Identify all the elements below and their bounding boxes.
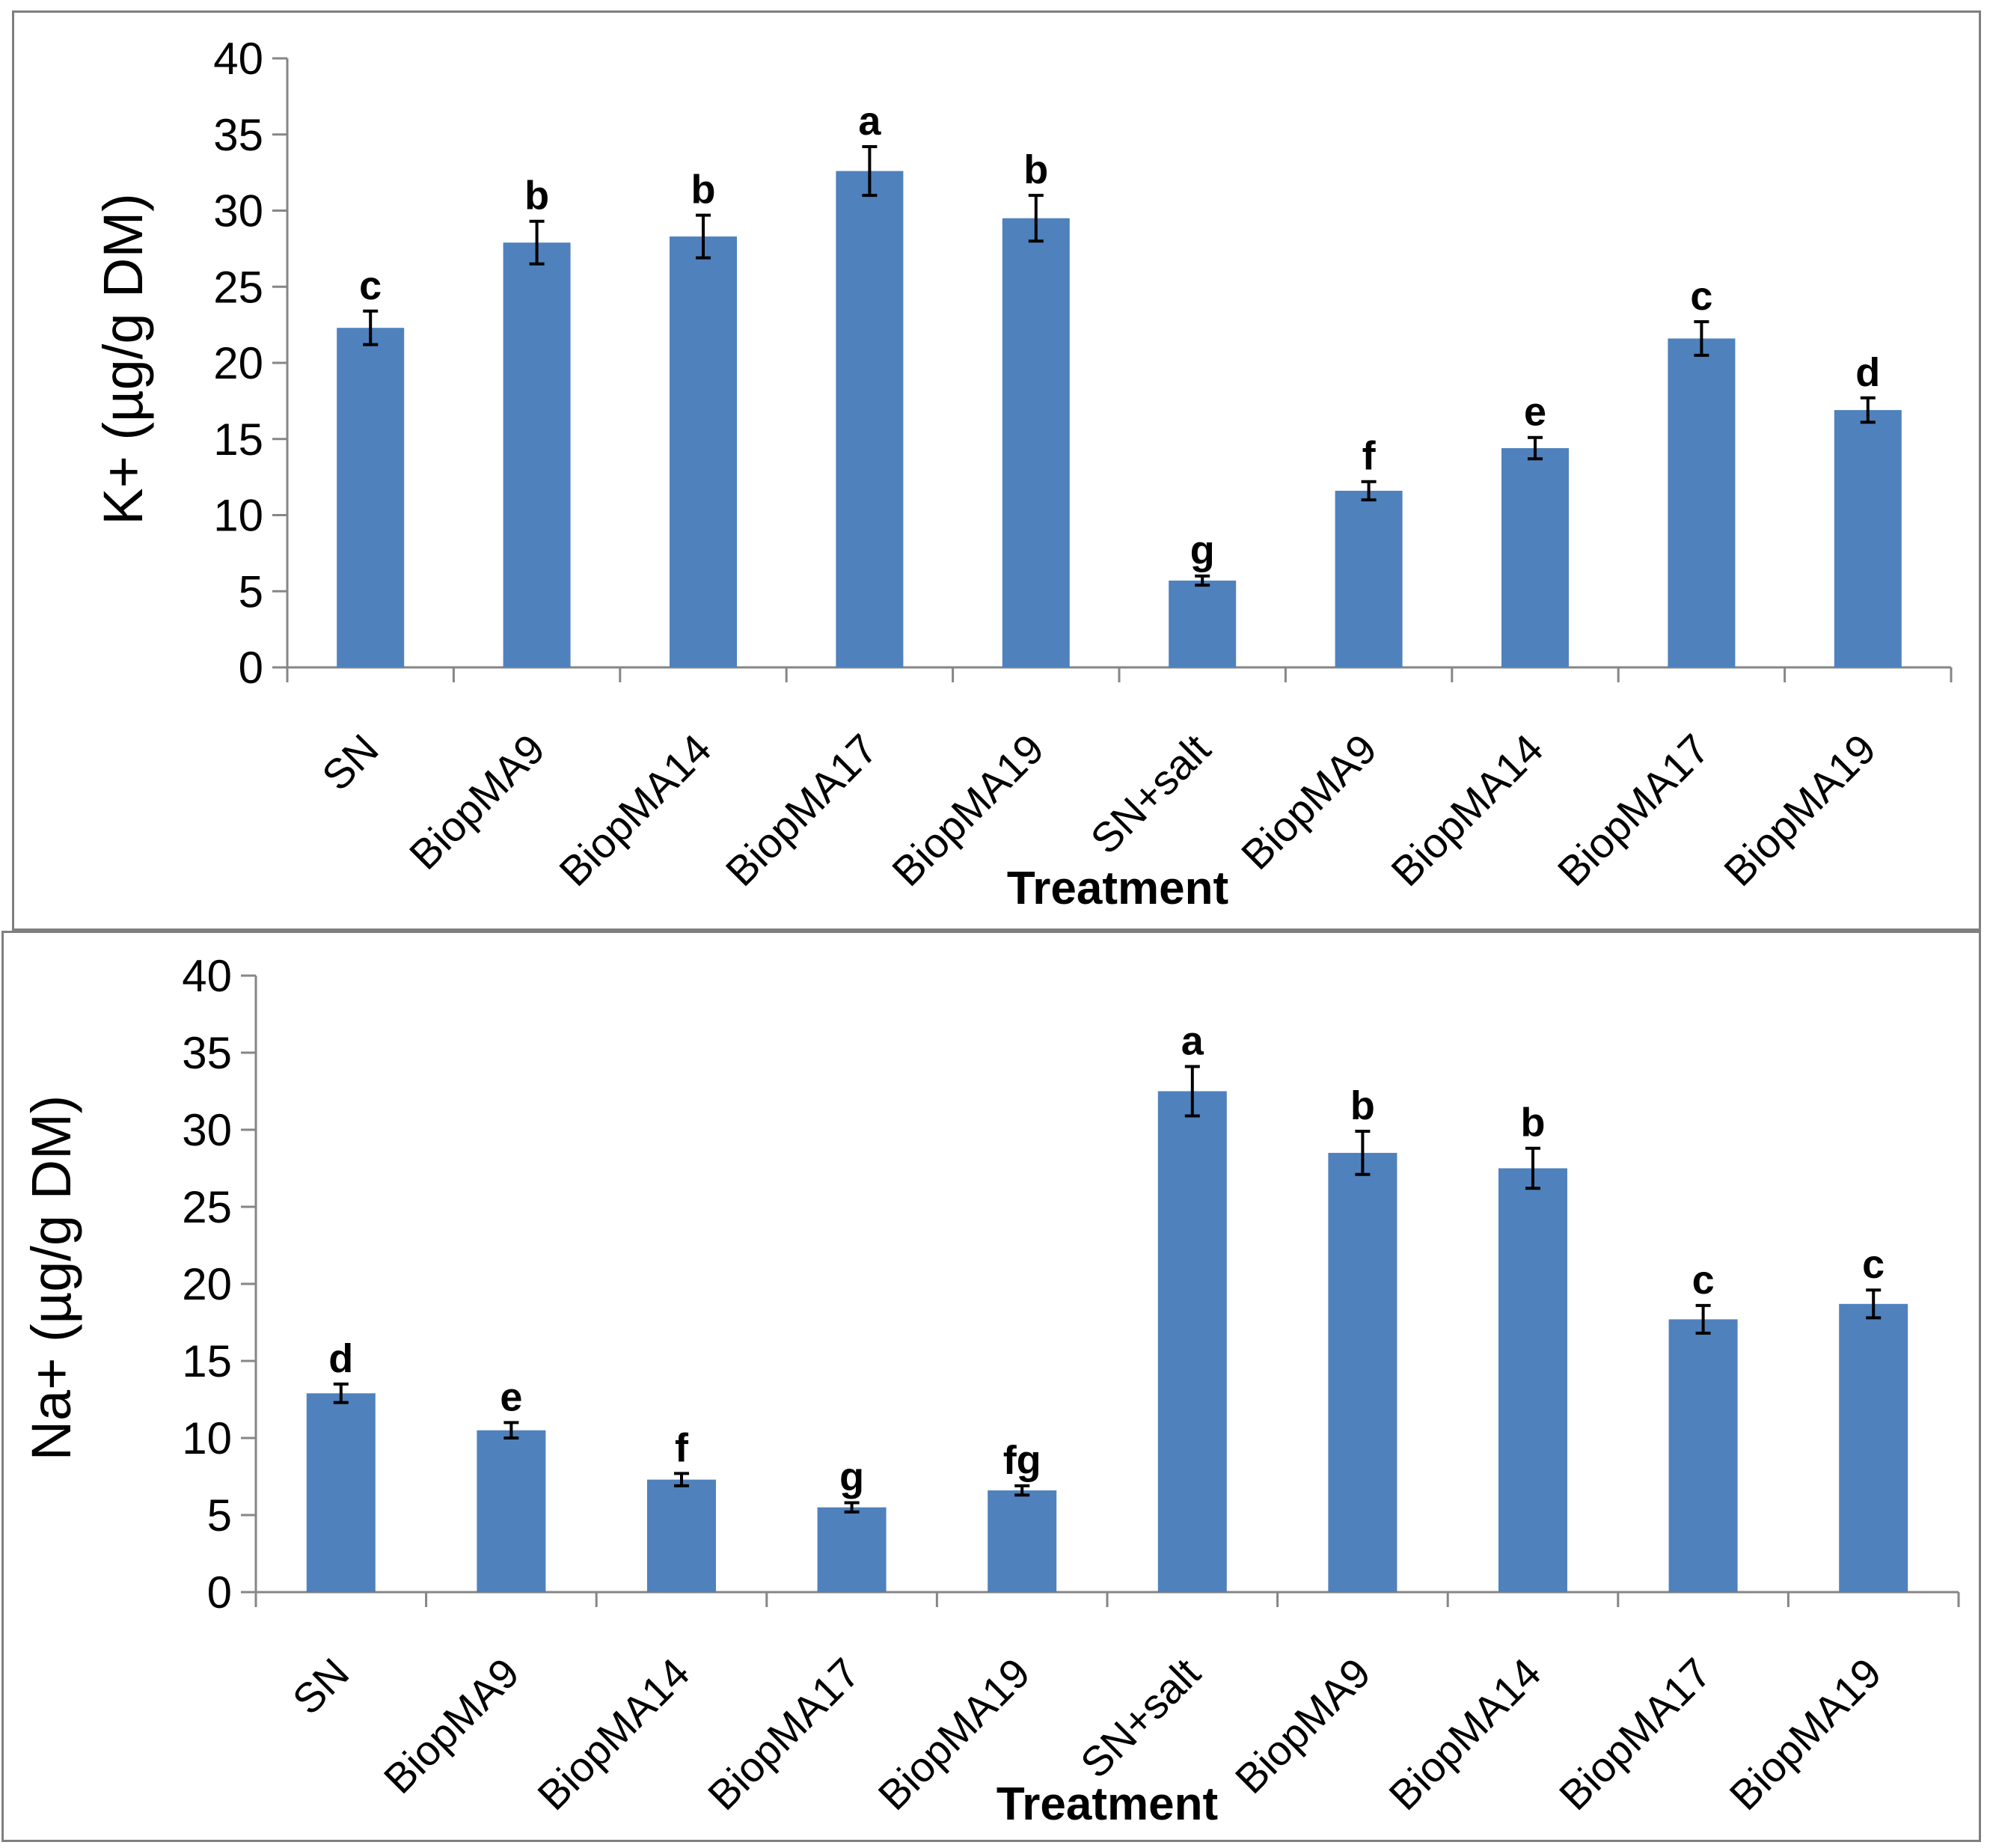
x-axis-title: Treatment [996,1778,1218,1830]
category-label: BiopMA14 [550,725,720,895]
category-label: BiopMA19 [1720,1649,1890,1819]
y-tick-label: 25 [213,262,263,312]
significance-letter: b [691,168,716,212]
bar [1839,1303,1908,1592]
y-tick-label: 15 [182,1336,232,1386]
category-label: SN [313,725,388,800]
category-label: BiopMA19 [1715,725,1885,895]
y-tick-label: 25 [182,1182,232,1232]
y-tick-label: 10 [182,1413,232,1463]
bar [647,1479,716,1592]
significance-letter: c [1692,1258,1715,1303]
k-chart: 0 5 10 15 20 25 30 35 40 c SN b BiopMA9 b BiopMA14 a Bio… [92,34,1953,914]
category-label: BiopMA17 [699,1649,869,1819]
x-axis-title: Treatment [1007,863,1228,914]
significance-letter: b [1350,1083,1375,1128]
significance-letter: f [1362,434,1377,479]
category-label: BiopMA9 [1226,1649,1380,1802]
significance-letter: c [1690,274,1712,319]
significance-letter: e [1524,390,1546,435]
bar [988,1490,1057,1592]
y-tick-label: 0 [207,1567,232,1618]
significance-letter: c [359,263,382,308]
y-tick-label: 30 [213,186,263,236]
significance-letter: f [675,1425,689,1470]
significance-letter: e [500,1374,522,1419]
category-label: BiopMA9 [400,725,554,878]
category-label: BiopMA14 [1380,1649,1549,1819]
na-chart-panel [1,931,1981,1842]
bar [1834,410,1902,667]
y-axis-title: Na+ (µg/g DM) [20,1095,82,1461]
significance-letter: c [1862,1242,1885,1287]
y-tick-label: 20 [182,1259,232,1309]
y-tick-label: 15 [213,414,263,465]
category-label: BiopMA17 [717,725,887,895]
y-tick-label: 30 [182,1105,232,1155]
y-tick-label: 40 [182,951,232,1001]
bar [477,1430,546,1592]
y-tick-label: 35 [213,110,263,160]
category-label: BiopMA17 [1550,1649,1720,1819]
y-tick-label: 0 [239,643,263,693]
bar [817,1507,887,1592]
bar [306,1393,376,1592]
bar [1668,338,1736,667]
bar [1501,447,1569,667]
y-tick-label: 10 [213,491,263,541]
significance-letter: b [1023,147,1048,192]
category-label: BiopMA9 [375,1649,528,1802]
y-tick-label: 5 [239,566,263,616]
significance-letter: d [328,1336,353,1381]
y-tick-label: 5 [207,1490,232,1540]
bar [1157,1091,1227,1592]
category-label: BiopMA17 [1549,725,1718,895]
significance-letter: a [1181,1019,1204,1064]
y-tick-label: 20 [213,338,263,388]
bar [1002,218,1070,667]
category-label: BiopMA14 [528,1649,698,1819]
significance-letter: g [1190,528,1215,573]
significance-letter: fg [1003,1438,1041,1483]
y-tick-label: 40 [213,34,263,84]
category-label: SN+salt [1081,725,1219,863]
significance-letter: a [858,99,881,144]
category-label: SN+salt [1071,1649,1210,1787]
bar [1328,1152,1397,1592]
bar [1169,581,1237,667]
significance-letter: b [524,174,549,218]
significance-letter: g [839,1455,864,1500]
bar [503,242,571,667]
category-label: BiopMA9 [1232,725,1386,878]
bar [1498,1168,1567,1592]
bar [1335,490,1403,667]
significance-letter: d [1855,350,1880,395]
bar [337,328,405,667]
na-chart: 0 5 10 15 20 25 30 35 40 d SN e BiopMA9 f BiopMA14 g Bio… [20,951,1960,1830]
y-tick-label: 35 [182,1028,232,1078]
bar [1668,1319,1738,1592]
significance-letter: b [1521,1101,1546,1145]
bar [670,236,737,668]
category-label: SN [284,1649,358,1724]
y-axis-title: K+ (µg/g DM) [92,193,154,525]
category-label: BiopMA14 [1382,725,1552,895]
bar [836,171,904,668]
